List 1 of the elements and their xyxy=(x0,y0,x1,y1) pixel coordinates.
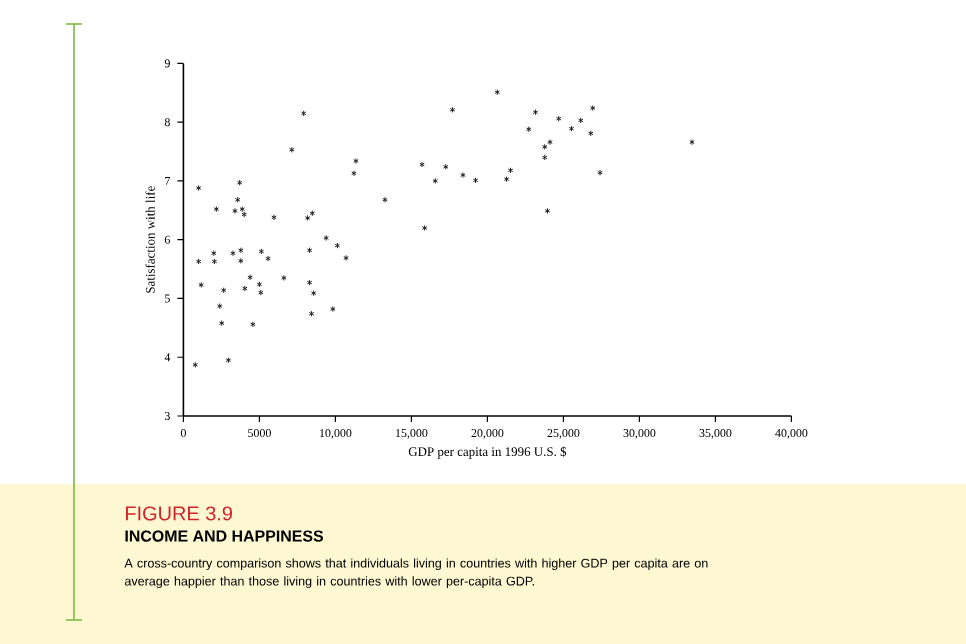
text: FIGURE 3.9 xyxy=(126,506,232,521)
